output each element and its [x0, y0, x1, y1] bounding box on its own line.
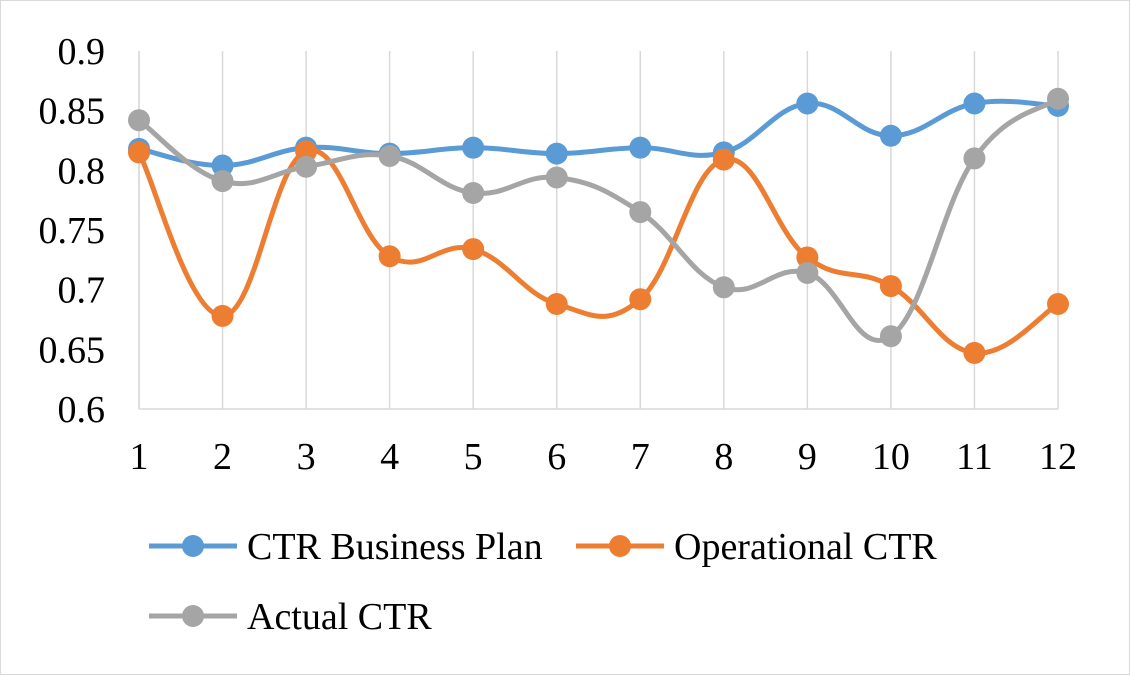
x-tick-label: 3	[297, 436, 316, 478]
data-point	[545, 292, 568, 315]
legend-label: Operational CTR	[674, 526, 937, 568]
data-point	[963, 92, 986, 115]
y-axis-tick-labels: 0.6 0.65 0.7 0.75 0.8 0.85 0.9	[39, 31, 106, 431]
data-point	[796, 92, 819, 115]
series-actual-ctr	[128, 87, 1069, 348]
series-operational-ctr	[128, 140, 1069, 364]
data-point	[1047, 87, 1069, 110]
legend: CTR Business Plan Operational CTR Actual C…	[149, 526, 937, 638]
data-point	[545, 166, 568, 189]
x-tick-label: 8	[714, 436, 733, 478]
x-tick-label: 5	[464, 436, 483, 478]
y-tick-label: 0.85	[39, 91, 106, 133]
x-tick-label: 11	[956, 436, 993, 478]
y-tick-label: 0.65	[39, 329, 106, 371]
series-line	[136, 98, 1061, 169]
legend-marker	[609, 535, 631, 557]
x-tick-label: 9	[798, 436, 817, 478]
data-point	[963, 341, 986, 364]
series-line	[136, 96, 1061, 343]
data-point	[462, 238, 485, 261]
data-point	[378, 145, 401, 168]
x-tick-label: 1	[130, 436, 149, 478]
data-point	[128, 109, 150, 132]
data-point	[378, 245, 401, 268]
legend-item: Actual CTR	[149, 596, 432, 638]
data-point	[211, 170, 234, 193]
data-point	[879, 275, 902, 298]
data-point	[211, 154, 234, 177]
legend-label: CTR Business Plan	[247, 526, 543, 568]
data-point	[629, 201, 652, 224]
x-axis-tick-labels: 1 2 3 4 5 6 7 8 9 10 11 12	[130, 436, 1078, 478]
axes	[138, 51, 1058, 410]
data-point	[629, 288, 652, 311]
x-tick-label: 4	[380, 436, 399, 478]
y-tick-label: 0.7	[58, 270, 106, 312]
x-tick-label: 2	[213, 436, 232, 478]
series-ctr-business-plan	[128, 92, 1069, 177]
data-point	[128, 141, 150, 164]
x-tick-label: 10	[872, 436, 910, 478]
data-point	[963, 147, 986, 170]
series-layer	[128, 87, 1069, 364]
series-line	[136, 147, 1061, 356]
data-point	[629, 136, 652, 159]
legend-item: CTR Business Plan	[149, 526, 543, 568]
x-tick-label: 12	[1039, 436, 1077, 478]
data-point	[295, 140, 318, 163]
x-tick-label: 6	[547, 436, 566, 478]
data-point	[462, 182, 485, 205]
y-tick-label: 0.6	[58, 389, 106, 431]
data-point	[879, 325, 902, 348]
data-point	[211, 304, 234, 327]
data-point	[712, 276, 735, 299]
data-point	[1047, 292, 1069, 315]
legend-marker	[182, 535, 204, 557]
y-tick-label: 0.75	[39, 210, 106, 252]
data-point	[545, 142, 568, 165]
y-tick-label: 0.9	[58, 31, 106, 73]
data-point	[796, 246, 819, 269]
data-point	[796, 261, 819, 284]
data-point	[879, 124, 902, 147]
legend-item: Operational CTR	[576, 526, 937, 568]
data-point	[712, 148, 735, 171]
y-tick-label: 0.8	[58, 150, 106, 192]
data-point	[462, 136, 485, 159]
data-point	[295, 155, 318, 178]
legend-marker	[182, 605, 204, 627]
x-tick-label: 7	[631, 436, 650, 478]
grid-lines	[138, 51, 1059, 409]
legend-label: Actual CTR	[247, 596, 432, 638]
